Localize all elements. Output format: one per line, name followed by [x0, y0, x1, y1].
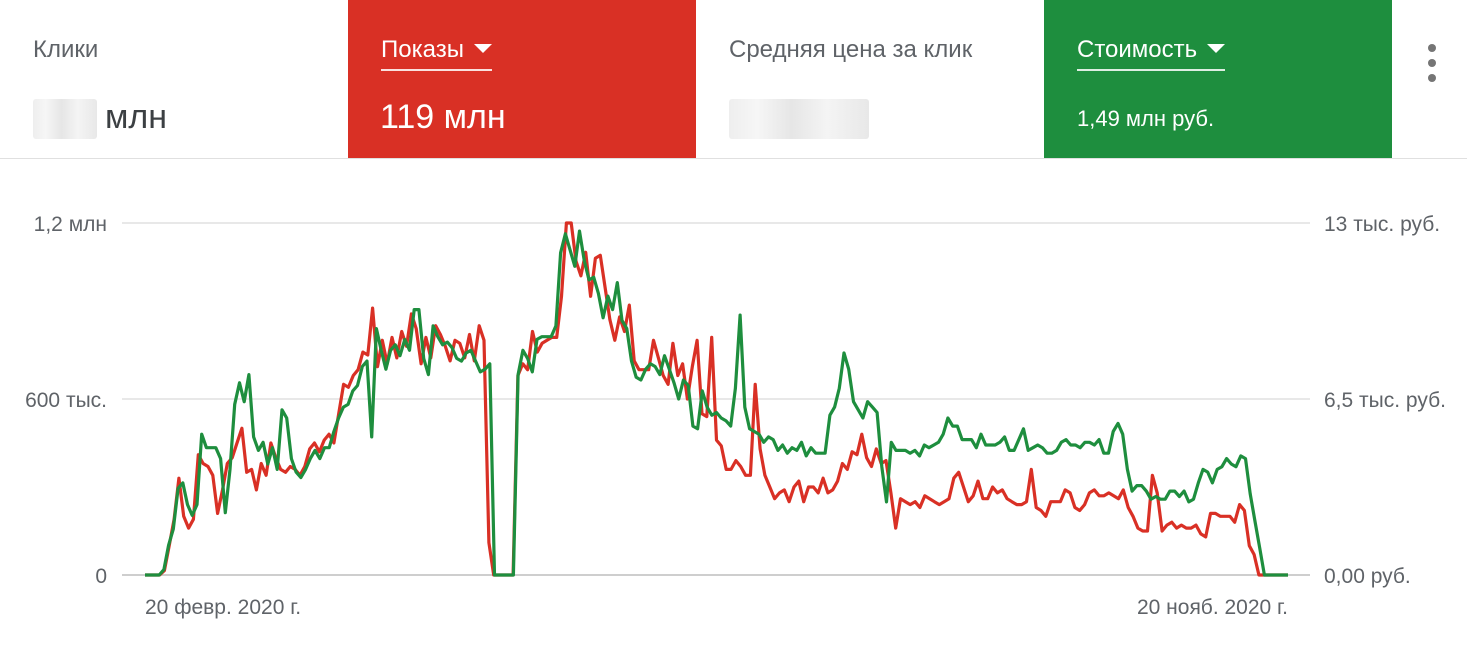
series-line-impressions: [145, 221, 1288, 577]
performance-chart: 0 600 тыс. 1,2 млн 0,00 руб. 6,5 тыс. руб. 1…: [25, 213, 1446, 619]
y-left-tick-label: 600 тыс.: [25, 389, 107, 412]
tile-clicks-value: млн: [33, 98, 167, 140]
dropdown-arrow-icon[interactable]: [473, 44, 492, 53]
right-axis-ticks: 0,00 руб. 6,5 тыс. руб. 13 тыс. руб.: [1324, 213, 1446, 588]
tile-impressions[interactable]: Показы 119 млн: [348, 0, 696, 158]
y-right-tick-label: 0,00 руб.: [1324, 565, 1411, 588]
y-left-tick-label: 0: [95, 565, 107, 588]
tile-cost-label-text: Стоимость: [1077, 36, 1198, 63]
chart-series: [145, 221, 1288, 577]
tile-avg-cpc-label: Средняя цена за клик: [729, 36, 973, 63]
y-right-tick-label: 13 тыс. руб.: [1324, 213, 1440, 236]
blurred-value: [729, 99, 869, 140]
x-axis-labels: 20 февр. 2020 г. 20 нояб. 2020 г.: [145, 596, 1288, 619]
series-line-cost: [145, 229, 1288, 577]
blurred-value: [33, 99, 97, 140]
tile-cost-value: 1,49 млн руб.: [1077, 106, 1215, 131]
y-left-tick-label: 1,2 млн: [34, 213, 107, 236]
dropdown-arrow-icon[interactable]: [1207, 44, 1226, 53]
tile-clicks-unit: млн: [105, 98, 167, 136]
tile-avg-cpc[interactable]: Средняя цена за клик: [696, 0, 1044, 158]
y-right-tick-label: 6,5 тыс. руб.: [1324, 389, 1446, 412]
tiles-divider: [0, 158, 1467, 159]
tile-impressions-value: 119 млн: [380, 98, 506, 136]
tile-avg-cpc-value: [729, 98, 869, 140]
tile-clicks-label: Клики: [33, 36, 99, 63]
left-axis-ticks: 0 600 тыс. 1,2 млн: [25, 213, 107, 588]
tile-cost-label[interactable]: Стоимость: [1077, 36, 1226, 71]
x-tick-label: 20 февр. 2020 г.: [145, 596, 301, 619]
metric-tiles: Клики млн Показы 119 млн Средняя цена за…: [0, 0, 1392, 158]
tile-impressions-label[interactable]: Показы: [381, 36, 492, 71]
more-vert-icon[interactable]: [1425, 44, 1439, 82]
tile-impressions-label-text: Показы: [381, 36, 464, 63]
tile-clicks[interactable]: Клики млн: [0, 0, 348, 158]
x-tick-label: 20 нояб. 2020 г.: [1137, 596, 1288, 619]
tile-cost[interactable]: Стоимость 1,49 млн руб.: [1044, 0, 1392, 158]
